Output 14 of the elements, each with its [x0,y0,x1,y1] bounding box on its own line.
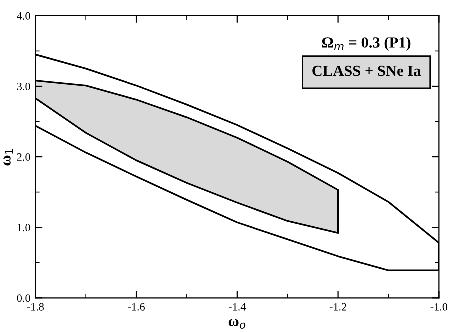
y-tick-label: 4.0 [17,12,30,20]
y-tick-label: 2.0 [17,154,30,162]
x-tick-label: -1.8 [27,303,44,311]
y-tick-label: 0.0 [17,294,30,302]
annotation: Ω$_{m}$ = 0.3 (P1) [322,37,411,51]
y-tick-label: 1.0 [18,224,30,232]
text: CLASS + SNe Ia [312,66,421,76]
y-axis-title: ω$_{1}$ [4,149,14,166]
x-axis-title: ω$_{o}$ [228,319,246,329]
y-tick-label: 3.0 [17,82,30,90]
x-tick-label: -1.4 [229,303,246,311]
x-tick-label: -1.6 [128,303,145,311]
x-tick-label: -1.0 [430,303,448,311]
x-tick-label: -1.2 [330,303,346,311]
